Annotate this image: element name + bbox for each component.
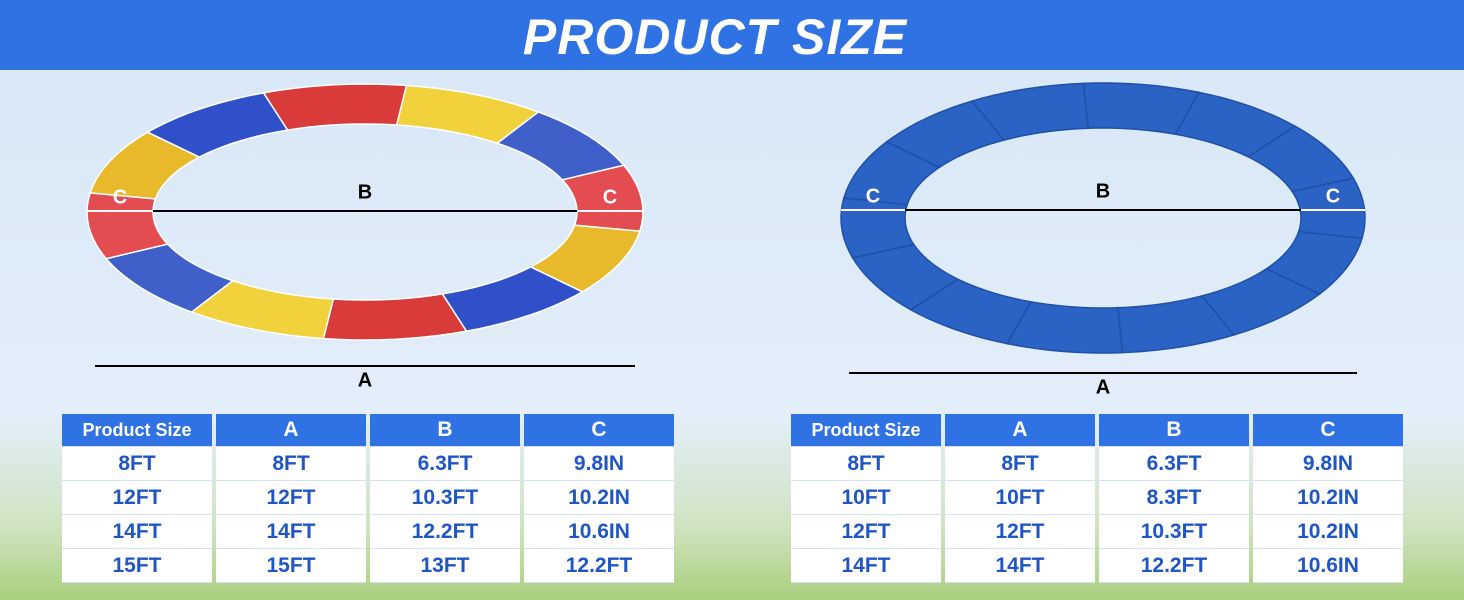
- table-cell: A: [216, 414, 366, 447]
- dimension-label: A: [1096, 376, 1110, 398]
- table-cell: 10.6IN: [524, 515, 674, 549]
- table-cell: 8FT: [791, 447, 941, 481]
- table-cell: 10FT: [945, 481, 1095, 515]
- table-cell: 12.2FT: [524, 549, 674, 583]
- table-cell: 14FT: [216, 515, 366, 549]
- rings: C B C A C B C A: [86, 82, 1366, 398]
- table-cell: A: [945, 414, 1095, 447]
- ring-segment: [560, 164, 644, 232]
- table-cell: Product Size: [791, 414, 941, 447]
- table-cell: 9.8IN: [524, 447, 674, 481]
- dimension-label: B: [1096, 180, 1110, 202]
- table-cell: 14FT: [62, 515, 212, 549]
- dimension-label: C: [1326, 185, 1340, 207]
- table-cell: 9.8IN: [1253, 447, 1403, 481]
- table-cell: 12.2FT: [370, 515, 520, 549]
- table-cell: 8FT: [216, 447, 366, 481]
- table-cell: C: [524, 414, 674, 447]
- table-cell: 15FT: [62, 549, 212, 583]
- table-cell: 8.3FT: [1099, 481, 1249, 515]
- table-cell: 6.3FT: [370, 447, 520, 481]
- table-cell: 12FT: [791, 515, 941, 549]
- table-cell: 10FT: [791, 481, 941, 515]
- table-cell: 12FT: [62, 481, 212, 515]
- table-cell: 10.3FT: [370, 481, 520, 515]
- dimension-label: C: [113, 186, 127, 208]
- table-cell: 6.3FT: [1099, 447, 1249, 481]
- table-cell: 14FT: [945, 549, 1095, 583]
- table-cell: 10.3FT: [1099, 515, 1249, 549]
- table-cell: 12FT: [216, 481, 366, 515]
- title: PRODUCT SIZE: [522, 9, 908, 65]
- ring-segment: [262, 83, 408, 131]
- header: PRODUCT SIZE: [0, 0, 1464, 70]
- table-cell: 13FT: [370, 549, 520, 583]
- table-cell: 8FT: [945, 447, 1095, 481]
- size-table: Product Size A B C 8FT 8FT 6.3FT 9.8IN 10FT 10FT 8…: [791, 414, 1403, 583]
- table-cell: 10.6IN: [1253, 549, 1403, 583]
- table-cell: 12.2FT: [1099, 549, 1249, 583]
- dimension-label: B: [358, 181, 372, 203]
- table-cell: Product Size: [62, 414, 212, 447]
- ring-segment: [322, 293, 468, 341]
- table-cell: B: [370, 414, 520, 447]
- table-cell: B: [1099, 414, 1249, 447]
- table-cell: 12FT: [945, 515, 1095, 549]
- table-cell: 8FT: [62, 447, 212, 481]
- table-cell: 10.2IN: [1253, 481, 1403, 515]
- size-table: Product Size A B C 8FT 8FT 6.3FT 9.8IN 12FT 12FT 1…: [62, 414, 674, 583]
- table-cell: 10.2IN: [1253, 515, 1403, 549]
- dimension-label: C: [866, 185, 880, 207]
- table-cell: 15FT: [216, 549, 366, 583]
- dimension-label: A: [358, 369, 372, 391]
- table-cell: 14FT: [791, 549, 941, 583]
- dimension-label: C: [603, 186, 617, 208]
- table-cell: 10.2IN: [524, 481, 674, 515]
- ring-segment: [1291, 177, 1366, 239]
- table-cell: C: [1253, 414, 1403, 447]
